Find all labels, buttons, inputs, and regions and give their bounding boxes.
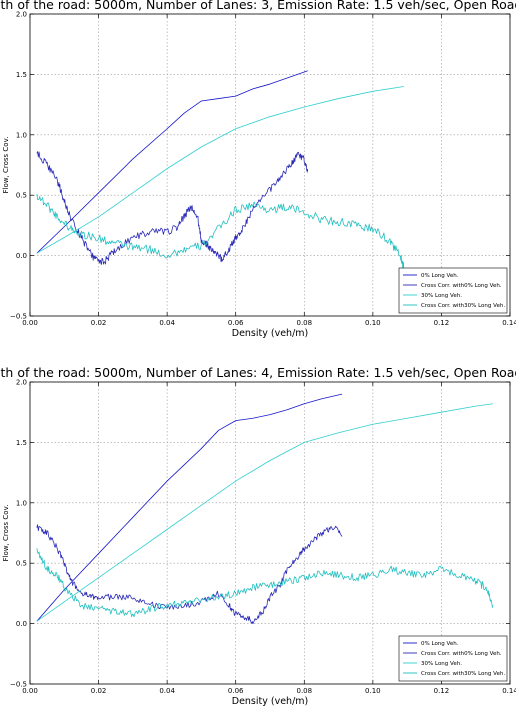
series-line-1 bbox=[36, 524, 343, 625]
series-line-2 bbox=[36, 86, 404, 254]
y-tick-label: 1.0 bbox=[16, 499, 27, 507]
legend: 0% Long Veh. Cross Corr. with0% Long Veh.… bbox=[398, 267, 508, 314]
y-tick-label: 1.5 bbox=[16, 439, 27, 447]
legend-label: 0% Long Veh. bbox=[421, 273, 459, 279]
x-tick-label: 0.00 bbox=[22, 687, 38, 695]
x-tick-label: 0.06 bbox=[228, 319, 244, 327]
x-tick-label: 0.10 bbox=[365, 319, 381, 327]
legend-label: Cross Corr. with0% Long Veh. bbox=[421, 283, 502, 289]
chart-top: Length of the road: 5000m, Number of Lan… bbox=[0, 0, 516, 339]
legend-label: Cross Corr. with0% Long Veh. bbox=[421, 651, 502, 657]
y-tick-label: −0.5 bbox=[10, 313, 27, 321]
y-tick-label: 2.0 bbox=[16, 11, 27, 19]
x-tick-label: 0.08 bbox=[296, 687, 312, 695]
chart-title: Length of the road: 5000m, Number of Lan… bbox=[0, 365, 516, 380]
x-tick-label: 0.00 bbox=[22, 319, 38, 327]
legend-label: 0% Long Veh. bbox=[421, 641, 459, 647]
legend-label: 30% Long Veh. bbox=[421, 661, 462, 667]
x-tick-label: 0.06 bbox=[228, 687, 244, 695]
series-line-3 bbox=[36, 548, 494, 618]
x-tick-label: 0.04 bbox=[159, 319, 175, 327]
y-tick-label: 0.0 bbox=[16, 252, 27, 260]
chart-title: Length of the road: 5000m, Number of Lan… bbox=[0, 0, 516, 12]
legend-label: Cross Corr. with30% Long Veh. bbox=[421, 671, 505, 677]
legend-box bbox=[398, 267, 508, 314]
x-axis-label: Density (veh/m) bbox=[232, 696, 309, 707]
legend-box bbox=[398, 635, 508, 682]
y-tick-label: 0.0 bbox=[16, 620, 27, 628]
x-tick-label: 0.08 bbox=[296, 319, 312, 327]
legend-label: 30% Long Veh. bbox=[421, 293, 462, 299]
y-axis-label: Flow, Cross Cov. bbox=[2, 137, 10, 194]
chart-bottom: Length of the road: 5000m, Number of Lan… bbox=[0, 365, 516, 707]
series-line-2 bbox=[36, 403, 493, 622]
y-tick-label: 0.5 bbox=[16, 192, 27, 200]
y-tick-label: −0.5 bbox=[10, 681, 27, 689]
x-tick-label: 0.12 bbox=[434, 319, 450, 327]
x-tick-label: 0.12 bbox=[434, 687, 450, 695]
series-line-1 bbox=[36, 151, 309, 265]
x-tick-label: 0.10 bbox=[365, 687, 381, 695]
series-line-0 bbox=[36, 70, 308, 254]
y-tick-label: 1.5 bbox=[16, 71, 27, 79]
x-axis-label: Density (veh/m) bbox=[232, 328, 309, 339]
legend-label: Cross Corr. with30% Long Veh. bbox=[421, 303, 505, 309]
x-tick-label: 0.04 bbox=[159, 687, 175, 695]
series-line-0 bbox=[36, 393, 343, 622]
y-axis-label: Flow, Cross Cov. bbox=[2, 505, 10, 562]
series-line-3 bbox=[36, 193, 405, 269]
x-tick-label: 0.14 bbox=[502, 687, 516, 695]
plot-frame bbox=[29, 381, 511, 685]
x-tick-label: 0.02 bbox=[91, 319, 107, 327]
y-tick-label: 1.0 bbox=[16, 131, 27, 139]
x-tick-label: 0.14 bbox=[502, 319, 516, 327]
plot-frame bbox=[29, 13, 511, 317]
y-tick-label: 0.5 bbox=[16, 560, 27, 568]
legend: 0% Long Veh. Cross Corr. with0% Long Veh.… bbox=[398, 635, 508, 682]
y-tick-label: 2.0 bbox=[16, 379, 27, 387]
x-tick-label: 0.02 bbox=[91, 687, 107, 695]
